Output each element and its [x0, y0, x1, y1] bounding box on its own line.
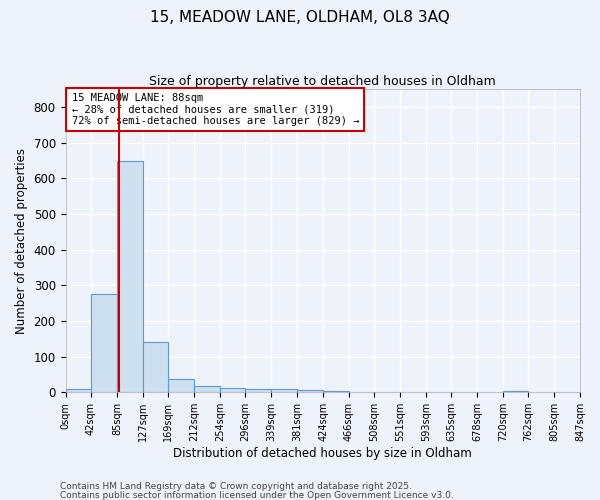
Y-axis label: Number of detached properties: Number of detached properties — [15, 148, 28, 334]
Bar — [117, 161, 143, 392]
Bar — [194, 386, 220, 392]
Bar — [91, 294, 117, 392]
Bar — [503, 390, 529, 392]
Text: Contains HM Land Registry data © Crown copyright and database right 2025.: Contains HM Land Registry data © Crown c… — [60, 482, 412, 491]
Bar — [323, 391, 349, 392]
Text: Contains public sector information licensed under the Open Government Licence v3: Contains public sector information licen… — [60, 490, 454, 500]
Bar — [271, 389, 297, 392]
Bar — [168, 379, 194, 392]
X-axis label: Distribution of detached houses by size in Oldham: Distribution of detached houses by size … — [173, 447, 472, 460]
Title: Size of property relative to detached houses in Oldham: Size of property relative to detached ho… — [149, 75, 496, 88]
Text: 15, MEADOW LANE, OLDHAM, OL8 3AQ: 15, MEADOW LANE, OLDHAM, OL8 3AQ — [150, 10, 450, 25]
Bar — [297, 390, 323, 392]
Bar — [143, 342, 168, 392]
Bar — [220, 388, 245, 392]
Text: 15 MEADOW LANE: 88sqm
← 28% of detached houses are smaller (319)
72% of semi-det: 15 MEADOW LANE: 88sqm ← 28% of detached … — [71, 92, 359, 126]
Bar — [65, 390, 91, 392]
Bar — [245, 389, 271, 392]
